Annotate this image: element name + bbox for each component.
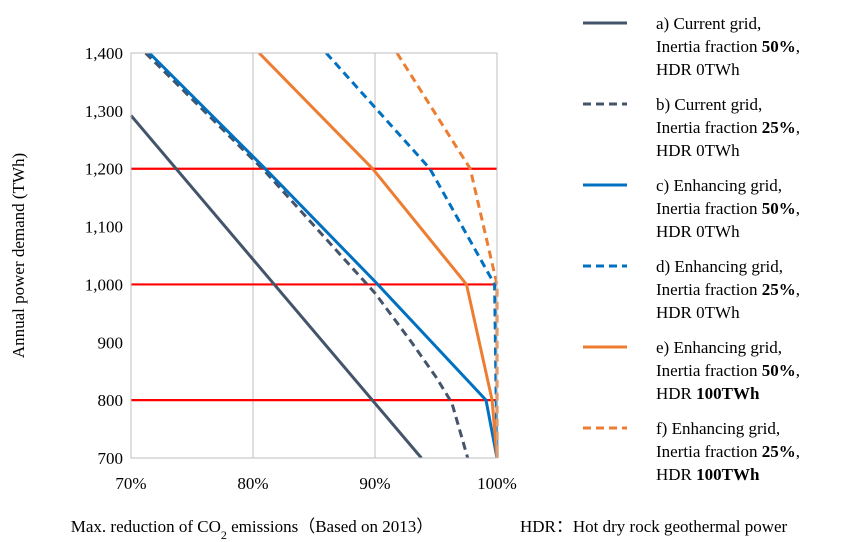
x-tick-label: 90% xyxy=(359,474,390,493)
y-tick-label: 700 xyxy=(98,449,124,468)
plot-frame xyxy=(130,52,498,459)
legend-text: Inertia fraction 25%, xyxy=(656,118,800,137)
y-tick-label: 1,200 xyxy=(85,160,123,179)
legend-text: e) Enhancing grid, xyxy=(656,338,782,357)
series-line-e xyxy=(258,53,499,458)
series-line-b xyxy=(144,53,470,458)
x-tick-labels: 70% 80% 90% 100% xyxy=(115,474,516,493)
y-tick-label: 1,400 xyxy=(85,44,123,63)
y-tick-labels: 700 800 900 1,000 1,100 1,200 1,300 1,400 xyxy=(85,44,123,468)
legend-text: Inertia fraction 50%, xyxy=(656,37,800,56)
series-line-a xyxy=(129,114,423,458)
legend-text: b) Current grid, xyxy=(656,95,762,114)
legend-text: d) Enhancing grid, xyxy=(656,257,783,276)
legend-entry-d: d) Enhancing grid, Inertia fraction 25%, H… xyxy=(583,257,800,322)
legend-text: HDR 0TWh xyxy=(656,141,740,160)
legend-entry-c: c) Enhancing grid, Inertia fraction 50%, H… xyxy=(583,176,800,241)
x-tick-label: 80% xyxy=(237,474,268,493)
legend-entry-f: f) Enhancing grid, Inertia fraction 25%, H… xyxy=(583,419,800,484)
legend-text: HDR 0TWh xyxy=(656,222,740,241)
legend-text: Inertia fraction 25%, xyxy=(656,280,800,299)
y-axis-title: Annual power demand (TWh) xyxy=(9,153,28,358)
x-axis-title: Max. reduction of CO2 emissions（Based on… xyxy=(71,517,434,542)
legend-text: c) Enhancing grid, xyxy=(656,176,782,195)
legend-entry-e: e) Enhancing grid, Inertia fraction 50%, H… xyxy=(583,338,800,403)
reference-lines xyxy=(131,167,497,402)
legend-text: a) Current grid, xyxy=(656,14,761,33)
series-lines xyxy=(129,53,499,458)
x-tick-label: 100% xyxy=(477,474,517,493)
series-line-d xyxy=(325,53,499,458)
y-tick-label: 1,000 xyxy=(85,275,123,294)
legend-text: Inertia fraction 25%, xyxy=(656,442,800,461)
hdr-note: HDR：Hot dry rock geothermal power xyxy=(520,517,788,536)
legend-entry-a: a) Current grid, Inertia fraction 50%, HDR… xyxy=(583,14,800,79)
y-tick-label: 900 xyxy=(98,333,124,352)
y-tick-label: 1,100 xyxy=(85,218,123,237)
legend: a) Current grid, Inertia fraction 50%, HDR… xyxy=(583,14,800,484)
legend-text: HDR 0TWh xyxy=(656,303,740,322)
legend-text: Inertia fraction 50%, xyxy=(656,361,800,380)
legend-entry-b: b) Current grid, Inertia fraction 25%, HDR… xyxy=(583,95,800,160)
legend-text: HDR 0TWh xyxy=(656,60,740,79)
x-tick-label: 70% xyxy=(115,474,146,493)
legend-text: f) Enhancing grid, xyxy=(656,419,780,438)
y-tick-label: 800 xyxy=(98,391,124,410)
legend-text: Inertia fraction 50%, xyxy=(656,199,800,218)
series-line-c xyxy=(148,53,499,458)
legend-text: HDR 100TWh xyxy=(656,465,760,484)
y-tick-label: 1,300 xyxy=(85,102,123,121)
legend-text: HDR 100TWh xyxy=(656,384,760,403)
